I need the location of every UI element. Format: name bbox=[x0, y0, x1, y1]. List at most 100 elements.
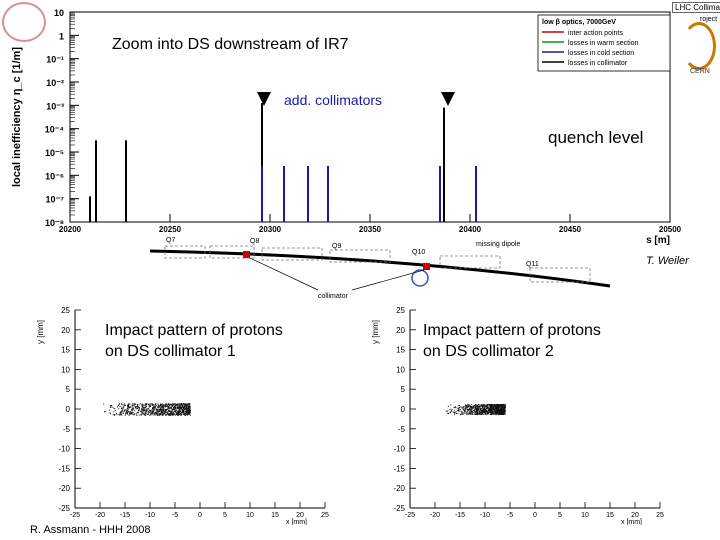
scatter-point bbox=[491, 405, 493, 407]
scatter-point bbox=[471, 413, 473, 415]
scatter-point bbox=[153, 411, 155, 413]
scatter-point bbox=[494, 403, 496, 405]
scatter-point bbox=[465, 406, 467, 408]
scatter-point bbox=[145, 413, 147, 415]
scatter-point bbox=[146, 409, 148, 411]
scatter-point bbox=[501, 413, 503, 415]
scatter-point bbox=[187, 413, 189, 415]
scatter-point bbox=[497, 403, 499, 405]
scatter-point bbox=[156, 414, 158, 416]
scatter-point bbox=[467, 409, 469, 411]
scatter-point bbox=[181, 411, 183, 413]
y-tick-label: 20 bbox=[396, 326, 405, 335]
scatter-point bbox=[131, 410, 133, 412]
scatter-point bbox=[502, 406, 504, 408]
scatter-point bbox=[468, 411, 470, 413]
scatter-point bbox=[469, 409, 471, 411]
scatter-point bbox=[168, 405, 170, 407]
scatter-point bbox=[146, 403, 148, 405]
scatter-point bbox=[162, 410, 164, 412]
scatter-point bbox=[161, 406, 163, 408]
scatter-point bbox=[189, 407, 191, 409]
scatter-point bbox=[121, 414, 123, 416]
scatter-point bbox=[498, 407, 500, 409]
scatter-point bbox=[470, 409, 472, 411]
scatter-point bbox=[128, 411, 130, 413]
scatter-point bbox=[140, 411, 142, 413]
scatter-point bbox=[147, 413, 149, 415]
x-tick-label: 10 bbox=[246, 512, 254, 519]
brand-sub: roject bbox=[700, 16, 718, 23]
y-tick-label: 25 bbox=[396, 306, 405, 315]
collimator-marker bbox=[441, 92, 455, 106]
scatter-point bbox=[162, 412, 164, 414]
scatter-point bbox=[187, 412, 189, 414]
scatter-point bbox=[127, 410, 129, 412]
scatter-point bbox=[176, 406, 178, 408]
scatter-point bbox=[142, 412, 144, 414]
scatter-point bbox=[189, 403, 191, 405]
scatter-point bbox=[498, 410, 500, 412]
scatter-point bbox=[187, 411, 189, 413]
lhc-collimation-logo: LHC Collimation roject CERN bbox=[672, 0, 720, 90]
scatter-point bbox=[132, 403, 134, 405]
scatter-point bbox=[503, 410, 505, 412]
scatter-point bbox=[494, 405, 496, 407]
scatter-point bbox=[144, 403, 146, 405]
scatter-point bbox=[151, 413, 153, 415]
scatter-point bbox=[499, 409, 501, 411]
scatter-point bbox=[188, 411, 190, 413]
pointer-line bbox=[249, 257, 319, 291]
scatter-point bbox=[177, 413, 179, 415]
scatter-point bbox=[186, 413, 188, 415]
scatter-point bbox=[464, 409, 466, 411]
scatter-point bbox=[494, 411, 496, 413]
scatter-point bbox=[177, 406, 179, 408]
scatter-point bbox=[502, 412, 504, 414]
scatter-point bbox=[155, 412, 157, 414]
scatter-point bbox=[172, 403, 174, 405]
scatter-point bbox=[501, 413, 503, 415]
scatter-point bbox=[497, 404, 499, 406]
scatter-point bbox=[463, 410, 465, 412]
scatter-point bbox=[182, 409, 184, 411]
scatter-point bbox=[151, 414, 153, 416]
scatter-point bbox=[502, 411, 504, 413]
ring-icon bbox=[682, 22, 716, 70]
scatter-point bbox=[469, 410, 471, 412]
scatter-point bbox=[181, 406, 183, 408]
scatter-point bbox=[464, 404, 466, 406]
scatter-point bbox=[128, 404, 130, 406]
scatter-point bbox=[495, 406, 497, 408]
collimator-label: collimator bbox=[318, 293, 349, 300]
scatter-point bbox=[484, 409, 486, 411]
scatter-point bbox=[174, 411, 176, 413]
scatter-point bbox=[151, 411, 153, 413]
scatter-point bbox=[173, 407, 175, 409]
scatter-point bbox=[464, 405, 466, 407]
scatter-point bbox=[491, 411, 493, 413]
scatter-point bbox=[470, 410, 472, 412]
scatter-point bbox=[180, 404, 182, 406]
scatter-point bbox=[502, 409, 504, 411]
scatter-point bbox=[493, 409, 495, 411]
quench-level-label: quench level bbox=[548, 128, 644, 148]
scatter-point bbox=[476, 412, 478, 414]
scatter-point bbox=[453, 413, 455, 415]
scatter-point bbox=[462, 406, 464, 408]
scatter-point bbox=[114, 410, 116, 412]
scatter-point bbox=[469, 408, 471, 410]
scatter-point bbox=[164, 411, 166, 413]
scatter-point bbox=[464, 411, 466, 413]
scatter-point bbox=[475, 413, 477, 415]
x-tick-label: -25 bbox=[405, 512, 415, 519]
scatter-point bbox=[171, 408, 173, 410]
scatter-point bbox=[496, 409, 498, 411]
scatter-point bbox=[143, 406, 145, 408]
scatter-point bbox=[473, 405, 475, 407]
scatter-point bbox=[133, 414, 135, 416]
scatter-point bbox=[122, 410, 124, 412]
scatter-point bbox=[183, 414, 185, 416]
scatter-point bbox=[141, 403, 143, 405]
scatter-point bbox=[481, 411, 483, 413]
